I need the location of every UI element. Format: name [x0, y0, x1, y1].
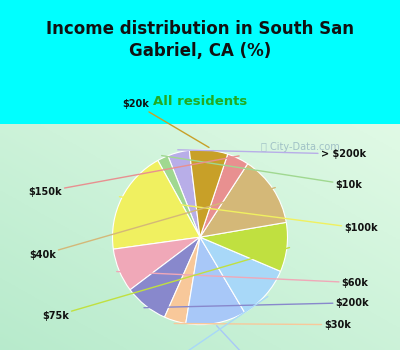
Wedge shape: [113, 237, 200, 290]
Text: $40k: $40k: [29, 188, 275, 260]
Wedge shape: [200, 237, 280, 313]
Text: $100k: $100k: [120, 197, 378, 233]
Text: $30k: $30k: [174, 320, 351, 330]
Text: $125k: $125k: [217, 326, 277, 350]
Text: $150k: $150k: [28, 156, 239, 197]
Text: $60k: $60k: [117, 272, 369, 288]
Text: > $200k: > $200k: [178, 149, 366, 159]
Text: $200k: $200k: [144, 298, 369, 308]
Wedge shape: [189, 149, 228, 237]
Wedge shape: [200, 222, 288, 271]
Wedge shape: [200, 154, 248, 237]
Text: $20k: $20k: [122, 99, 209, 147]
Wedge shape: [164, 237, 200, 323]
Wedge shape: [200, 164, 286, 237]
Text: All residents: All residents: [153, 96, 247, 108]
Text: Income distribution in South San
Gabriel, CA (%): Income distribution in South San Gabriel…: [46, 20, 354, 60]
Text: $50k: $50k: [142, 296, 268, 350]
Wedge shape: [186, 237, 244, 324]
Text: $75k: $75k: [42, 247, 290, 321]
Wedge shape: [112, 160, 200, 249]
Wedge shape: [130, 237, 200, 317]
Text: $10k: $10k: [162, 155, 362, 190]
Text: ⓘ City-Data.com: ⓘ City-Data.com: [261, 142, 339, 152]
Wedge shape: [158, 156, 200, 237]
Wedge shape: [168, 150, 200, 237]
